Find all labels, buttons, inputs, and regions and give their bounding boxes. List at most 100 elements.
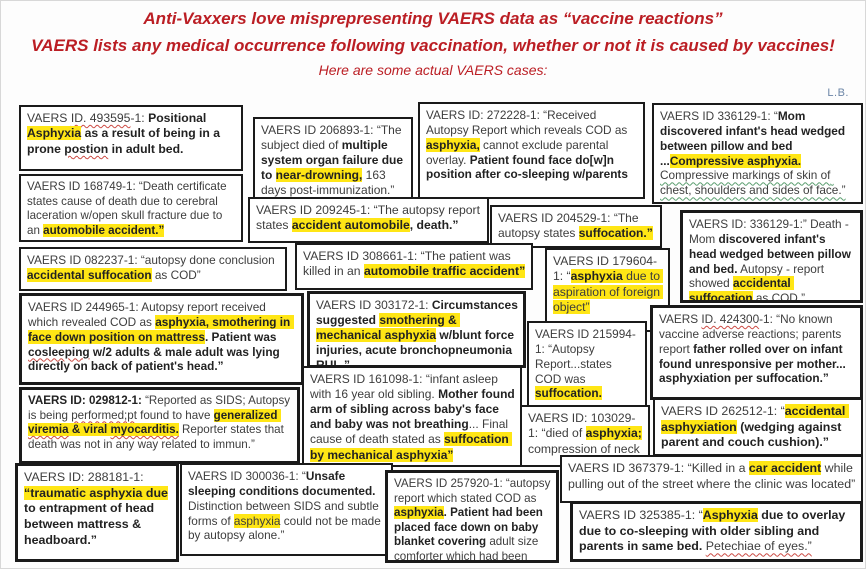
highlighted-text: asphyxia: [394, 506, 444, 520]
case-text: VAERS ID 244965-1: Autopsy report receiv…: [28, 300, 270, 329]
case-text: VAERS ID 262512-1: “: [661, 404, 785, 418]
title-line-1: Anti-Vaxxers love misprepresenting VAERS…: [143, 9, 723, 28]
header: Anti-Vaxxers love misprepresenting VAERS…: [1, 9, 865, 78]
highlighted-text: suffocation.: [535, 386, 602, 401]
case-text: 163 days post-immunization.”: [261, 168, 395, 198]
case-text: Unsafe sleeping conditions documented.: [188, 469, 376, 498]
case-text: VAERS ID 300036-1: “: [188, 469, 306, 483]
case-text: VAERS ID 215994-1: “Autopsy Report...sta…: [535, 327, 636, 386]
case-text: VAERS: [659, 312, 702, 326]
case-text: Mother found arm of sibling across baby'…: [310, 387, 519, 432]
case-text: VAERS ID 204529-1: “The autopsy states: [498, 211, 642, 241]
vaers-case-box-424300: VAERS ID. 424300-1: “No known vaccine ad…: [650, 305, 863, 400]
case-text: VAERS: [27, 111, 71, 125]
case-text: as COD.”: [752, 291, 806, 303]
highlighted-text: car accident: [748, 461, 822, 475]
case-text: VAERS ID 257920-1: “autopsy report which…: [394, 477, 554, 505]
vaers-case-box-336129a: VAERS ID 336129-1: “Mom discovered infan…: [652, 103, 863, 204]
case-text: father rolled over on infant found unres…: [659, 341, 850, 386]
vaers-case-box-215994: VAERS ID 215994-1: “Autopsy Report...sta…: [527, 321, 647, 414]
highlighted-text: accident automobile: [291, 218, 410, 233]
highlighted-text: viremia: [28, 423, 69, 437]
case-text: VAERS ID 082237-1: “autopsy done conclus…: [27, 253, 278, 267]
case-text: to entrapment of head between mattress &…: [24, 485, 172, 547]
case-text: Petechiae of eyes.”: [705, 539, 812, 554]
vaers-case-box-168749: VAERS ID 168749-1: “Death certificate st…: [19, 174, 243, 242]
title-line-3: Here are some actual VAERS cases:: [318, 62, 548, 78]
vaers-case-box-336129b: VAERS ID: 336129-1:” Death - Mom discove…: [680, 210, 863, 303]
case-text: VAERS ID 206893-1: “The subject died of: [261, 123, 405, 153]
case-text: Compressive markings of skin of chest, s…: [660, 168, 846, 198]
case-text: discovered infant's head wedged between …: [689, 231, 855, 276]
case-text: postion: [64, 141, 109, 156]
case-text: , death.”: [409, 218, 459, 233]
case-text: compression of neck: [528, 426, 646, 456]
highlighted-text: myocarditis.: [110, 423, 179, 437]
case-text: VAERS ID 367379-1: “Killed in a: [568, 461, 749, 475]
vaers-case-box-262512: VAERS ID 262512-1: “accidental asphyxiat…: [653, 398, 863, 456]
case-text: Positional: [148, 111, 210, 125]
vaers-case-box-288181: VAERS ID: 288181-1: “traumatic asphyxia …: [15, 463, 179, 562]
vaers-case-box-303172: VAERS ID 303172-1: Circumstances suggest…: [307, 291, 526, 368]
case-text: while pulling out of the street where th…: [568, 461, 857, 491]
case-text: VAERS ID: 029812-1:: [28, 394, 146, 407]
case-text: as COD”: [151, 267, 201, 282]
case-text: Distinction between SIDS and subtle form…: [188, 483, 383, 528]
vaers-case-box-367379: VAERS ID 367379-1: “Killed in a car acci…: [560, 455, 863, 503]
title-line-2: VAERS lists any medical occurrence follo…: [31, 36, 835, 55]
highlighted-text: asphyxia: [570, 269, 623, 284]
case-text: Patient had been placed face down on bab…: [394, 506, 547, 549]
case-text: VAERS ID 325385-1: “: [579, 508, 703, 522]
case-text: due to overlay due to co-sleeping with o…: [579, 508, 849, 554]
case-text: could not be made by autopsy alone.”: [188, 513, 385, 543]
case-text: VAERS ID: 336129-1:” Death - Mom: [689, 217, 853, 246]
case-text: in adult bed.: [108, 141, 184, 156]
vaers-case-box-206893: VAERS ID 206893-1: “The subject died of …: [253, 117, 413, 205]
case-text: VAERS ID 303172-1:: [316, 298, 432, 312]
vaers-case-box-082237: VAERS ID 082237-1: “autopsy done conclus…: [19, 247, 287, 291]
vaers-case-box-300036: VAERS ID 300036-1: “Unsafe sleeping cond…: [180, 463, 393, 556]
vaers-case-box-325385: VAERS ID 325385-1: “Asphyxia due to over…: [570, 501, 863, 562]
case-text: (wedging against parent and couch cushio…: [661, 419, 845, 450]
highlighted-text: “traumatic asphyxia due: [24, 485, 168, 500]
case-text: [801, 154, 804, 168]
highlighted-text: & viral: [68, 423, 111, 437]
vaers-case-box-204529: VAERS ID 204529-1: “The autopsy states s…: [490, 205, 662, 248]
case-text: “Reported as SIDS; Autopsy is being: [28, 394, 294, 422]
case-text: multiple system organ failure due to: [261, 138, 407, 183]
case-text: ID. 493595: [70, 111, 131, 125]
case-text: cosleeping: [28, 344, 90, 359]
case-text: -1: “No known vaccine adverse reactions;…: [659, 312, 845, 356]
highlighted-text: Asphyxia: [702, 508, 758, 522]
highlighted-text: Compressive asphyxia.: [669, 153, 801, 168]
case-text: Mom discovered infant's head wedged betw…: [660, 109, 849, 153]
case-text: VAERS ID: 288181-1:: [24, 470, 148, 484]
highlighted-text: asphyxia,: [426, 137, 480, 152]
vaers-case-box-272228: VAERS ID: 272228-1: “Received Autopsy Re…: [418, 102, 645, 199]
case-text: Patient was: [211, 329, 280, 344]
case-text: .: [204, 329, 212, 344]
case-text: VAERS ID 308661-1: “The patient was kill…: [303, 249, 515, 279]
case-text: ID. 424300: [701, 312, 760, 326]
case-text: -1:: [130, 111, 149, 125]
case-text: ... Final cause of death stated as: [310, 417, 512, 447]
vaers-case-box-029812: VAERS ID: 029812-1: “Reported as SIDS; A…: [19, 387, 300, 464]
case-text: VAERS ID 179604-1: “: [553, 254, 658, 284]
case-text: ...: [660, 153, 670, 168]
case-text: Reporter states that death was not in an…: [28, 423, 288, 451]
case-text: as a result of being in a prone: [27, 126, 224, 156]
highlighted-text: generalized: [213, 408, 281, 422]
case-text: .: [443, 506, 451, 520]
case-text: w/blunt force injuries, acute bronchopne…: [316, 328, 518, 368]
vaers-case-box-209245: VAERS ID 209245-1: “The autopsy report s…: [248, 197, 489, 243]
vaers-case-box-493595: VAERS ID. 493595-1: Positional Asphyxia …: [19, 105, 243, 171]
highlighted-text: Asphyxia: [27, 126, 82, 141]
case-text: VAERS ID 168749-1: “Death certificate st…: [27, 180, 230, 237]
case-text: VAERS ID 161098-1: “infant asleep with 1…: [310, 372, 502, 402]
case-text: VAERS ID: 103029-1: “died of: [528, 411, 636, 441]
highlighted-text: suffocation.”: [578, 226, 653, 241]
vaers-case-box-244965: VAERS ID 244965-1: Autopsy report receiv…: [19, 293, 304, 385]
case-text: VAERS ID 209245-1: “The autopsy report s…: [256, 203, 484, 233]
vaers-case-box-161098: VAERS ID 161098-1: “infant asleep with 1…: [302, 366, 522, 467]
